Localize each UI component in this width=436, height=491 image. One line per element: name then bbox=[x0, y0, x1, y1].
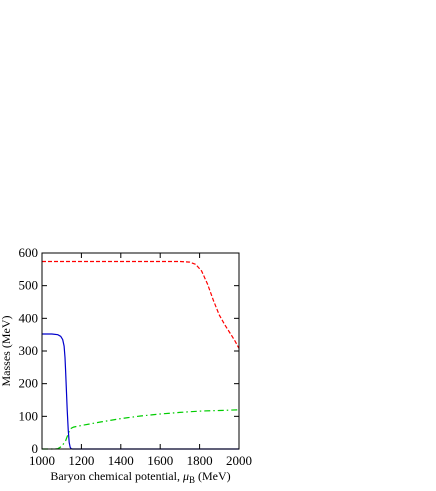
x-axis-label: Baryon chemical potential, μB (MeV) bbox=[50, 469, 230, 485]
y-tick-label: 200 bbox=[19, 376, 39, 391]
x-axis-label-symbol: μ bbox=[182, 469, 189, 483]
x-axis-label-main: Baryon chemical potential, bbox=[50, 469, 183, 483]
y-tick-label: 600 bbox=[19, 245, 39, 260]
series-line-1 bbox=[42, 260, 240, 349]
y-axis-label: Masses (MeV) bbox=[0, 316, 13, 387]
series-line-3 bbox=[42, 333, 239, 450]
y-tick-label: 400 bbox=[19, 310, 39, 325]
series-layer bbox=[42, 260, 240, 450]
y-tick-label: 500 bbox=[19, 278, 39, 293]
series-line-2 bbox=[42, 409, 240, 450]
x-tick-label: 2000 bbox=[226, 453, 252, 468]
x-tick-label: 1400 bbox=[108, 453, 134, 468]
y-tick-label: 100 bbox=[19, 408, 39, 423]
x-axis-label-unit: (MeV) bbox=[195, 469, 231, 483]
x-tick-label: 1200 bbox=[68, 453, 94, 468]
x-axis-label-sub: B bbox=[189, 475, 195, 485]
y-tick-label: 300 bbox=[19, 343, 39, 358]
x-tick-label: 1800 bbox=[187, 453, 213, 468]
x-tick-label: 1600 bbox=[147, 453, 173, 468]
y-tick-label: 0 bbox=[32, 441, 39, 456]
x-tick-label: 1000 bbox=[29, 453, 55, 468]
ticks-layer: 1000 1200 1400 1600 1800 2000 0 100 200 300 400 500… bbox=[19, 245, 253, 468]
plot-frame bbox=[41, 252, 240, 450]
